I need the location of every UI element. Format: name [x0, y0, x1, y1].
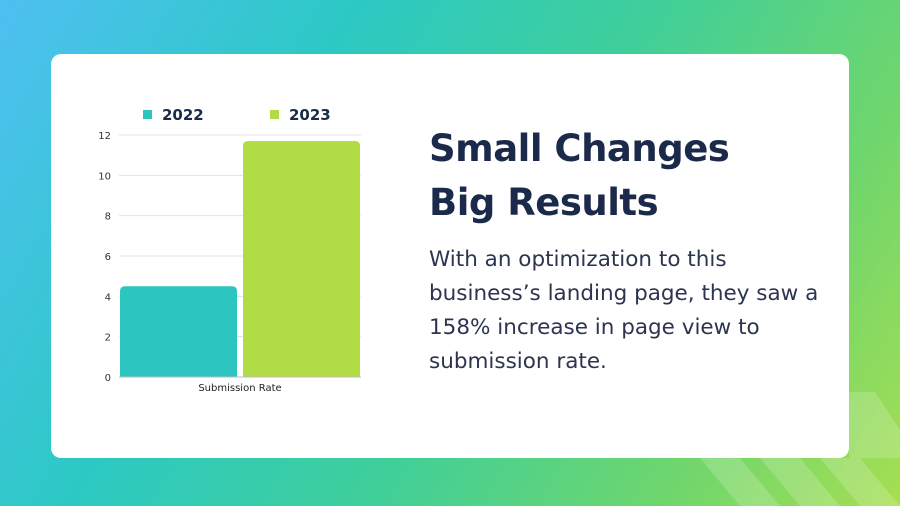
headline-line-1: Small Changes: [429, 127, 730, 170]
bar-chart: 0 2 4 6 8 10 12 Submission Rate 2022 2023: [51, 54, 431, 458]
bar-2023: [243, 141, 360, 377]
y-tick-label: 12: [98, 131, 111, 142]
y-tick-label: 6: [105, 252, 111, 263]
legend-label-2022: 2022: [162, 106, 204, 124]
headline: Small Changes Big Results: [429, 122, 730, 230]
headline-line-2: Big Results: [429, 181, 659, 224]
x-category-label: Submission Rate: [198, 383, 281, 394]
content-card: 0 2 4 6 8 10 12 Submission Rate 2022 2023 Small C…: [51, 54, 849, 458]
y-tick-label: 0: [105, 373, 111, 384]
legend-label-2023: 2023: [289, 106, 331, 124]
y-tick-label: 10: [98, 171, 111, 182]
chart-canvas: 0 2 4 6 8 10 12 Submission Rate 2022 2023: [98, 106, 361, 394]
y-tick-label: 4: [105, 292, 111, 303]
legend-swatch-2023: [270, 110, 279, 119]
legend-swatch-2022: [143, 110, 152, 119]
description-text: With an optimization to this business’s …: [429, 247, 819, 374]
y-tick-label: 8: [105, 212, 111, 223]
y-tick-label: 2: [105, 333, 111, 344]
bar-2022: [120, 286, 237, 377]
